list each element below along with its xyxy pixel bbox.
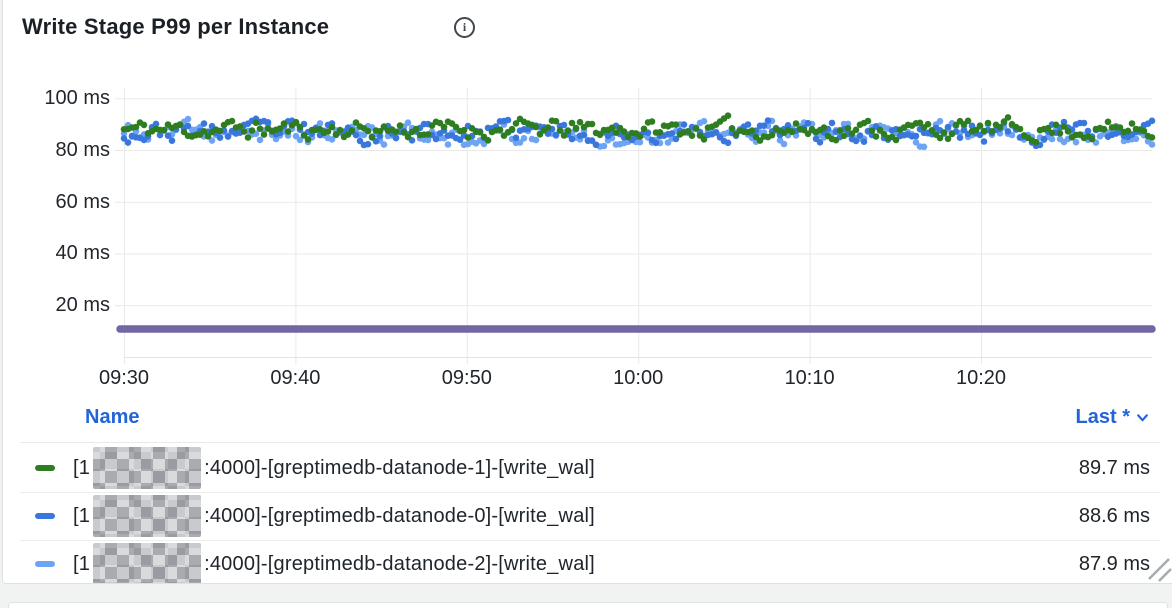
- redacted-ip-blur: [93, 495, 202, 537]
- legend-header-divider: [20, 442, 1160, 443]
- redacted-ip-blur: [93, 447, 202, 489]
- x-axis-label: 09:50: [441, 367, 492, 389]
- chevron-down-icon: [1137, 414, 1148, 422]
- x-axis-label: 10:00: [613, 367, 664, 389]
- series-last-value: 88.6 ms: [1078, 504, 1150, 527]
- series-color-marker: [35, 465, 55, 471]
- info-icon-glyph: i: [462, 20, 467, 34]
- plot-area[interactable]: [115, 87, 1156, 365]
- x-axis-label: 09:40: [270, 367, 321, 389]
- x-axis-label: 10:10: [784, 367, 835, 389]
- redacted-ip-blur: [93, 543, 202, 583]
- y-axis-label: 20 ms: [55, 294, 110, 317]
- series-last-value: 89.7 ms: [1078, 456, 1150, 479]
- y-axis-label: 80 ms: [55, 138, 110, 161]
- panel-resize-handle[interactable]: [1146, 556, 1172, 582]
- legend-value-header-label: Last *: [1075, 406, 1130, 428]
- y-axis-label: 60 ms: [55, 190, 110, 213]
- y-axis-label: 100 ms: [44, 87, 110, 110]
- series-color-marker: [35, 561, 55, 567]
- legend-row[interactable]: [1:4000]-[greptimedb-datanode-2]-[write_…: [3, 540, 1172, 583]
- series-last-value: 87.9 ms: [1078, 552, 1150, 575]
- legend-row[interactable]: [1:4000]-[greptimedb-datanode-1]-[write_…: [3, 444, 1172, 492]
- x-axis-label: 10:20: [955, 367, 1007, 389]
- info-icon[interactable]: i: [454, 17, 475, 38]
- next-panel-top-edge: [8, 602, 1168, 608]
- legend-row[interactable]: [1:4000]-[greptimedb-datanode-0]-[write_…: [3, 492, 1172, 540]
- legend-row-divider: [20, 492, 1160, 493]
- legend-name-header[interactable]: Name: [85, 406, 140, 428]
- series-name: [1:4000]-[greptimedb-datanode-1]-[write_…: [73, 444, 595, 492]
- legend-row-divider: [20, 540, 1160, 541]
- resize-grip-icon: [1148, 558, 1172, 582]
- series-color-marker: [35, 513, 55, 519]
- y-axis-label: 40 ms: [55, 242, 110, 265]
- panel-title[interactable]: Write Stage P99 per Instance: [22, 14, 330, 39]
- series-name: [1:4000]-[greptimedb-datanode-2]-[write_…: [73, 540, 595, 583]
- legend-value-header[interactable]: Last *: [1076, 406, 1150, 429]
- series-name: [1:4000]-[greptimedb-datanode-0]-[write_…: [73, 492, 595, 540]
- x-axis-label: 09:30: [98, 367, 150, 389]
- chart-panel: Write Stage P99 per Instance i 100 ms 80 …: [2, 0, 1172, 584]
